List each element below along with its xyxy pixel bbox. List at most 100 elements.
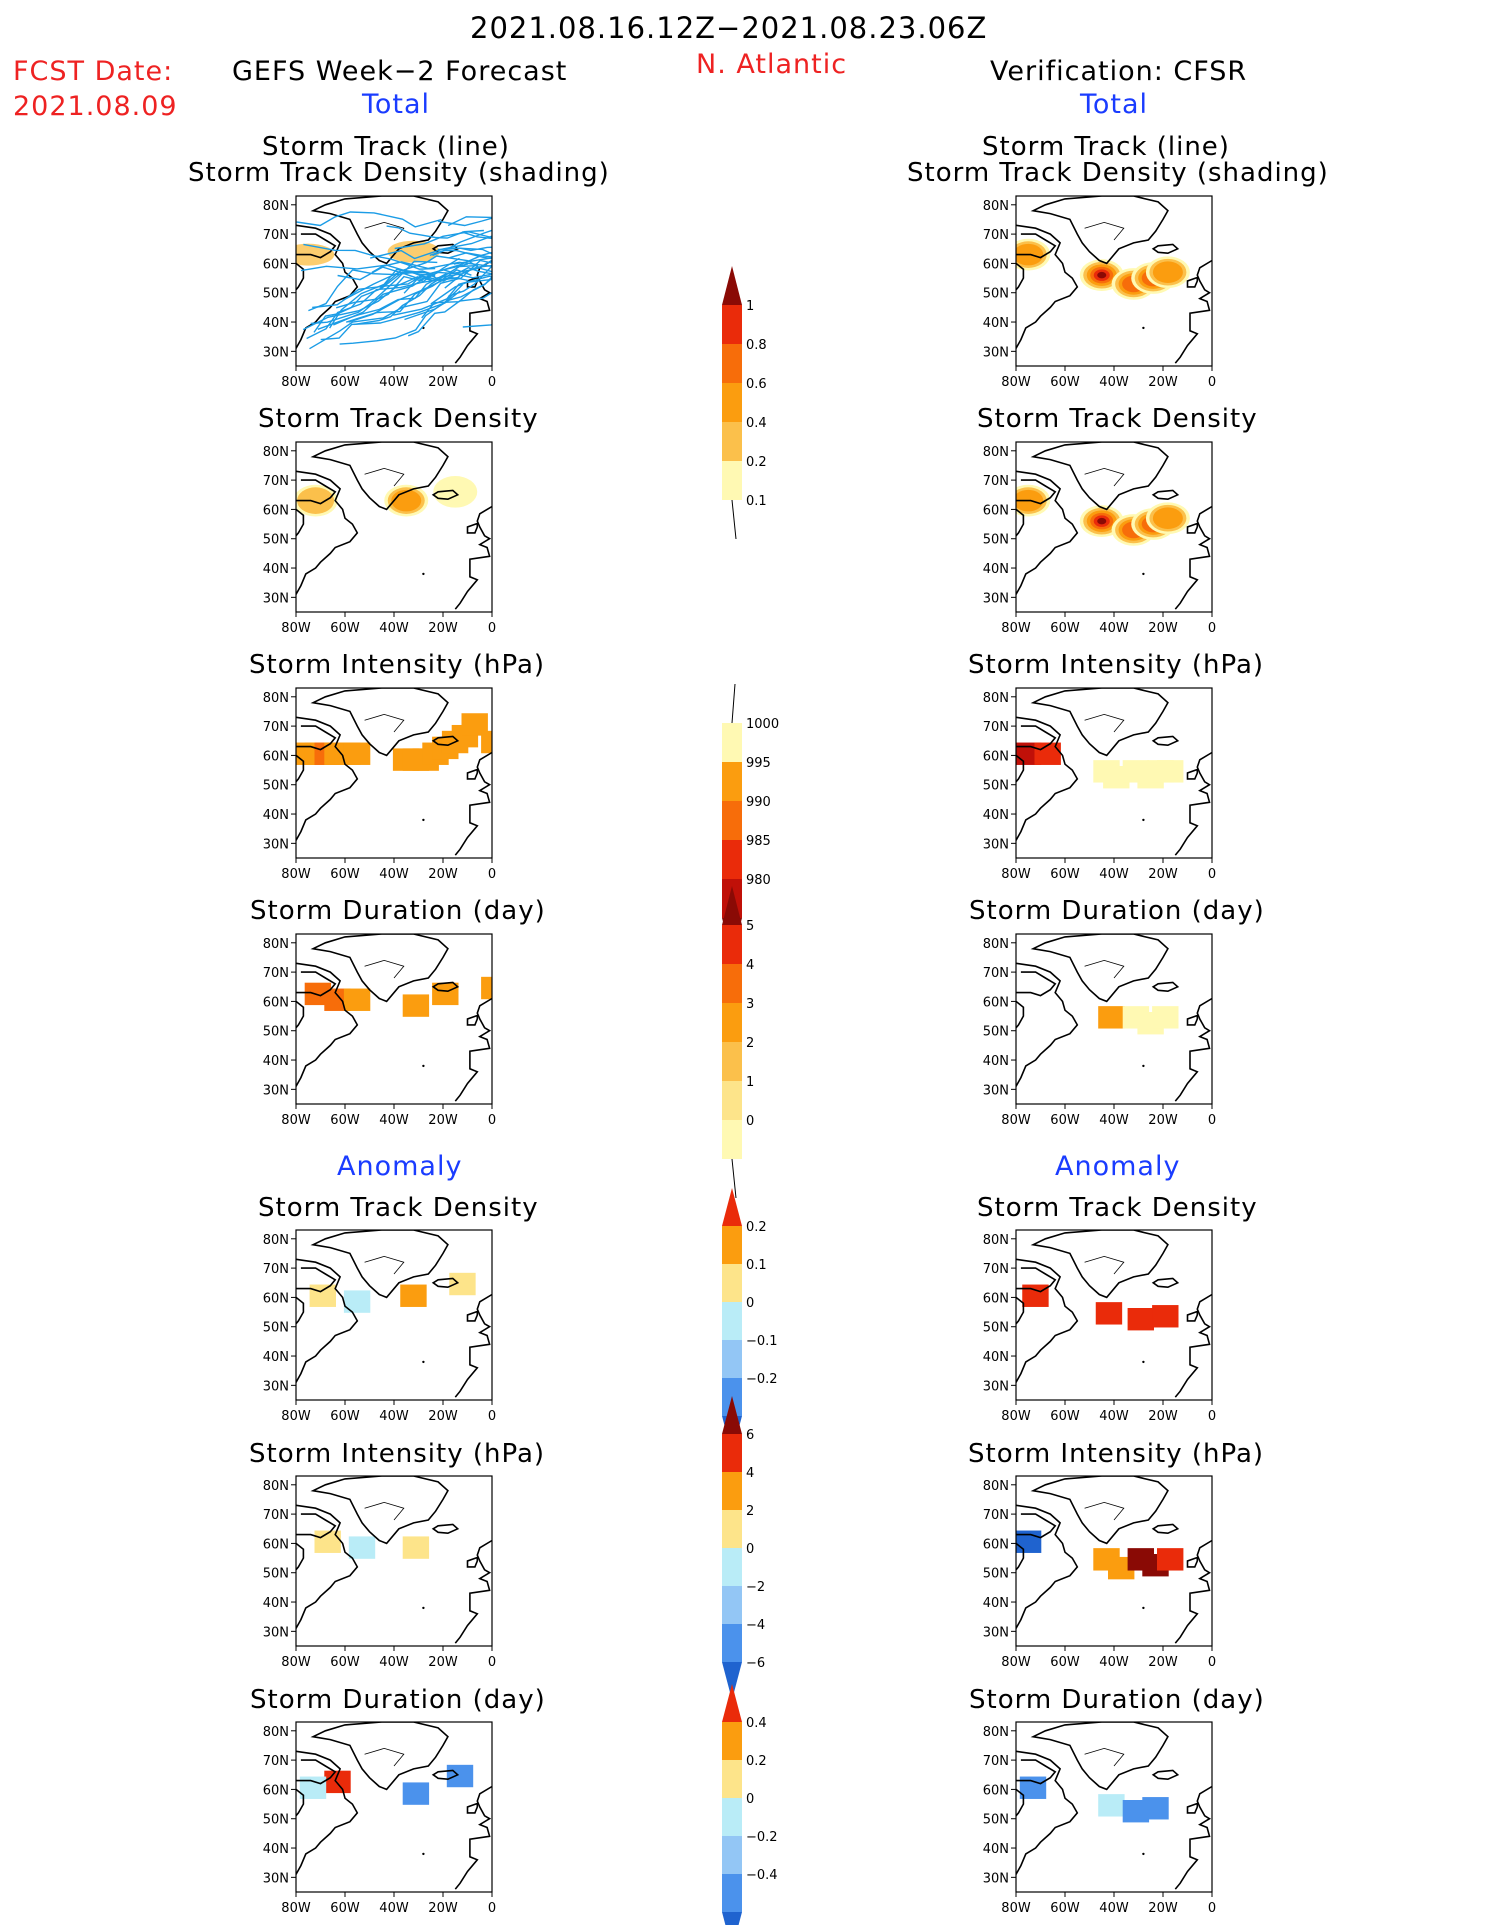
- verification-density-lat-label: 30N: [983, 591, 1009, 606]
- colorbar-duration_anomaly-swatch: [722, 1760, 742, 1798]
- verification-track_and_density-europe-coast: [1174, 259, 1212, 364]
- forecast-intensity-europe-coast: [454, 751, 492, 856]
- colorbar-intensity_anomaly-swatch: [722, 1510, 742, 1548]
- verification-duration_anomaly-plot-area: [1016, 1722, 1212, 1890]
- forecast-duration-lon-label: 40W: [379, 1113, 409, 1128]
- colorbar-duration_anomaly: 0.4 0.2 0 −0.2 −0.4: [722, 1684, 778, 1925]
- verification-duration-lon-label: 80W: [1001, 1113, 1031, 1128]
- colorbar-duration-label: 1: [746, 1075, 754, 1090]
- verification-intensity_anomaly-north-america-coast: [1016, 1504, 1079, 1629]
- forecast-density-greenland-detail: [364, 467, 405, 487]
- forecast-duration-cell: [343, 988, 371, 1011]
- colorbar-density_anomaly-swatch: [722, 1264, 742, 1302]
- forecast-intensity-lon-label: 60W: [330, 867, 360, 882]
- verification-density-europe-coast: [1174, 505, 1212, 610]
- forecast-intensity_anomaly-lon-label: 60W: [330, 1655, 360, 1670]
- forecast-intensity-cell: [461, 713, 488, 736]
- forecast-duration_anomaly-iceland-coast: [431, 1769, 460, 1781]
- forecast-track_and_density-storm-track-line: [370, 235, 492, 260]
- verification-density-lat-label: 40N: [983, 562, 1009, 577]
- forecast-density_anomaly-cell: [343, 1290, 371, 1313]
- verification-track_and_density-lon-label: 80W: [1001, 375, 1031, 390]
- verification-duration-cell: [1098, 1006, 1125, 1029]
- fcst-date-value: 2021.08.09: [13, 91, 178, 122]
- forecast-track_and_density-shading-blob: [387, 240, 440, 263]
- forecast-density_anomaly-frame: [295, 1229, 493, 1401]
- verification-track_and_density-density-contour: [1097, 271, 1107, 279]
- verification-density_anomaly-panel: 80N 70N 60N 50N 40N 30N 80W 60W 40W 20W 0: [983, 1229, 1216, 1424]
- forecast-duration_anomaly-hudson-coast: [296, 1788, 305, 1817]
- colorbar-intensity-label: 985: [746, 834, 771, 849]
- forecast-track_and_density-storm-track-line: [447, 216, 492, 227]
- colorbar-density-label: 0.4: [746, 416, 767, 431]
- verification-track_and_density-azores-dot: [1142, 326, 1145, 330]
- verification-density-lat-label: 50N: [983, 533, 1009, 548]
- forecast-density_anomaly-lat-label: 40N: [263, 1350, 289, 1365]
- colorbar-duration-swatch: [722, 925, 742, 964]
- forecast-density-lat-label: 60N: [263, 503, 289, 518]
- forecast-intensity_anomaly-lon-label: 40W: [379, 1655, 409, 1670]
- verification-density-density-contour: [1097, 517, 1107, 525]
- verification-duration_anomaly-ireland-coast: [1186, 1802, 1199, 1814]
- verification-duration-iceland-coast: [1151, 981, 1180, 993]
- verification-intensity-panel: 80N 70N 60N 50N 40N 30N 80W 60W 40W 20W 0: [983, 687, 1216, 882]
- verification-density-lon-label: 60W: [1050, 621, 1080, 636]
- colorbar-density_anomaly-label: −0.2: [746, 1372, 778, 1387]
- forecast-track_and_density-europe-coast: [454, 259, 492, 364]
- forecast-duration_anomaly-greenland-coast: [310, 1722, 449, 1791]
- verification-density-lon-label: 0: [1208, 621, 1216, 636]
- verification-track_and_density-greenland-coast: [1030, 196, 1169, 265]
- verification-duration_anomaly-greenland-coast: [1030, 1722, 1169, 1791]
- forecast-density_anomaly-baffin-coast: [296, 1267, 337, 1293]
- forecast-track_and_density-lon-label: 20W: [428, 375, 458, 390]
- forecast-density-baffin-coast: [296, 479, 337, 505]
- forecast-duration_anomaly-cell: [299, 1776, 327, 1799]
- forecast-density-azores-dot: [422, 572, 425, 576]
- verification-duration_anomaly-iceland-coast: [1151, 1769, 1180, 1781]
- colorbar-duration-label: 5: [746, 919, 754, 934]
- verification-track_and_density-lon-label: 40W: [1099, 375, 1129, 390]
- colorbar-duration_anomaly-label: −0.4: [746, 1868, 778, 1883]
- verification-density-lon-label: 40W: [1099, 621, 1129, 636]
- verification-density_anomaly-lat-label: 30N: [983, 1379, 1009, 1394]
- colorbar-density-top-arrow: [722, 266, 742, 305]
- verification-intensity-cell: [1157, 760, 1184, 783]
- verification-intensity-lat-label: 30N: [983, 837, 1009, 852]
- forecast-intensity-lon-label: 40W: [379, 867, 409, 882]
- forecast-duration_anomaly-cell: [446, 1764, 474, 1788]
- forecast-density_anomaly-azores-dot: [422, 1360, 425, 1364]
- colorbar-density: 1 0.8 0.6 0.4 0.2 0.1: [722, 266, 767, 540]
- forecast-duration-lon-label: 0: [488, 1113, 496, 1128]
- verification-density_anomaly-cell: [1127, 1308, 1154, 1331]
- verification-duration_anomaly-greenland-detail: [1084, 1747, 1125, 1767]
- verification-density-lat-label: 70N: [983, 474, 1009, 489]
- forecast-density-lat-label: 30N: [263, 591, 289, 606]
- verification-track_and_density-hudson-coast: [1016, 262, 1025, 291]
- verification-track_and_density-lat-label: 30N: [983, 345, 1009, 360]
- forecast-intensity_anomaly-cell: [348, 1536, 376, 1559]
- forecast-density-lon-label: 40W: [379, 621, 409, 636]
- verification-density_anomaly-iceland-coast: [1151, 1277, 1180, 1289]
- forecast-track_and_density-storm-track-line: [443, 269, 492, 279]
- forecast-intensity_anomaly-greenland-coast: [310, 1476, 449, 1545]
- forecast-duration_anomaly-baffin-coast: [296, 1759, 337, 1785]
- forecast-density_anomaly-lon-label: 20W: [428, 1409, 458, 1424]
- forecast-duration-hudson-coast: [296, 1000, 305, 1029]
- verification-duration-lat-label: 80N: [983, 937, 1009, 952]
- forecast-density-ireland-coast: [466, 522, 479, 534]
- verification-duration_anomaly-cell: [1098, 1794, 1125, 1817]
- panel-title-density-anom-right: Storm Track Density: [977, 1193, 1258, 1223]
- forecast-duration-plot-area: [296, 934, 492, 1102]
- colorbar-duration-label: 4: [746, 958, 754, 973]
- verification-duration-lon-label: 20W: [1148, 1113, 1178, 1128]
- verification-density_anomaly-lat-label: 70N: [983, 1262, 1009, 1277]
- forecast-intensity_anomaly-lat-label: 80N: [263, 1479, 289, 1494]
- colorbar-density_anomaly-top-arrow: [722, 1188, 742, 1226]
- verification-density-baffin-coast: [1016, 479, 1057, 505]
- verification-intensity-lon-label: 80W: [1001, 867, 1031, 882]
- verification-intensity-lat-label: 70N: [983, 720, 1009, 735]
- forecast-intensity_anomaly-europe-coast: [454, 1539, 492, 1644]
- colorbar-intensity-label: 995: [746, 756, 771, 771]
- verification-duration_anomaly-europe-coast: [1174, 1785, 1212, 1890]
- forecast-intensity_anomaly-lat-label: 30N: [263, 1625, 289, 1640]
